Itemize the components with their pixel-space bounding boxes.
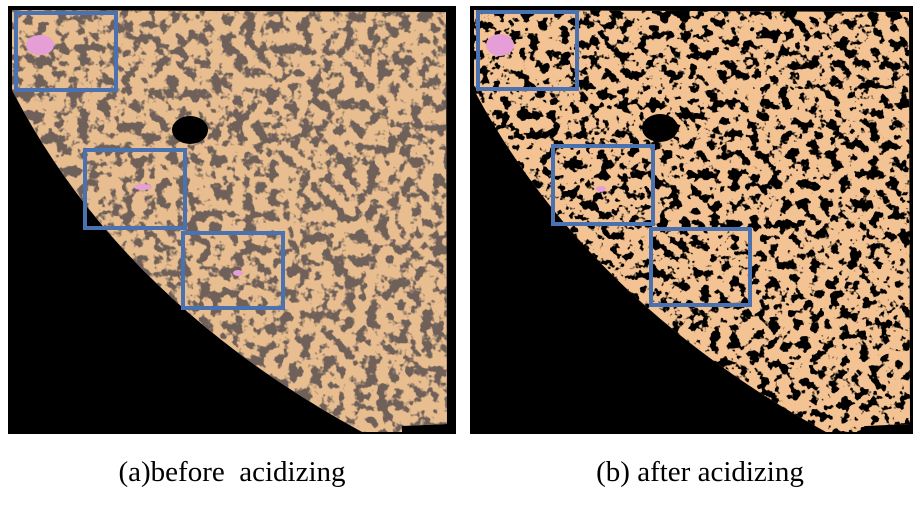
panel-a: (a)before acidizing [8, 6, 456, 488]
caption: (b) after acidizing [596, 456, 804, 488]
page: (a)before acidizing (b) after acidizing … [0, 0, 915, 500]
figure: (a)before acidizing (b) after acidizing [0, 0, 915, 500]
caption: (a)before acidizing [118, 456, 345, 488]
panel-b: (b) after acidizing [470, 6, 913, 488]
